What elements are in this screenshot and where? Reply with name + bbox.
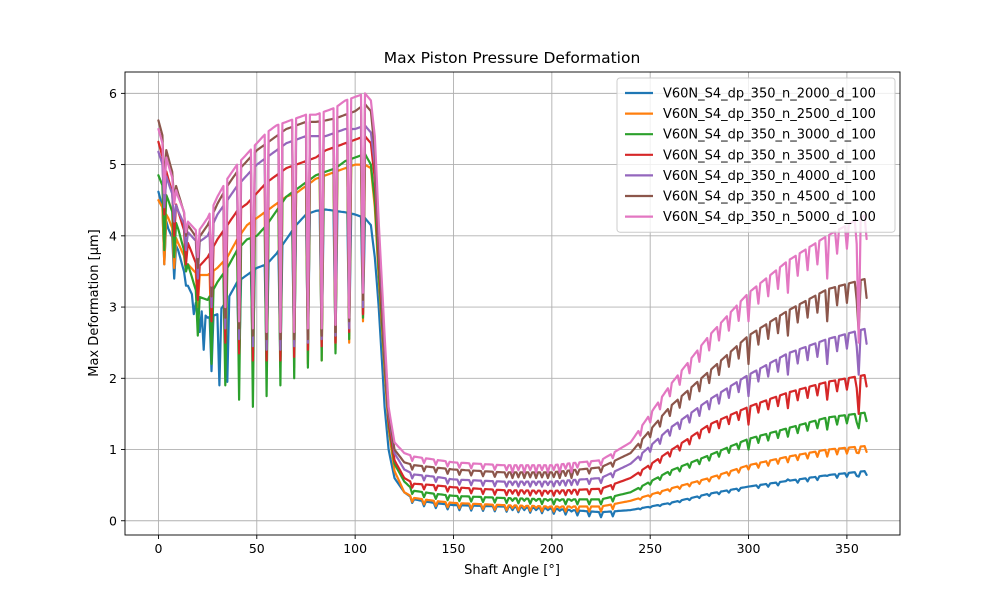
series-line-1 xyxy=(157,163,868,513)
series-line-5 xyxy=(157,103,868,480)
y-tick-label: 1 xyxy=(109,442,117,457)
x-tick-label: 200 xyxy=(540,541,564,556)
legend-label-1: V60N_S4_dp_350_n_2500_d_100 xyxy=(663,107,876,122)
chart-title: Max Piston Pressure Deformation xyxy=(384,49,641,67)
series-line-6 xyxy=(157,92,868,474)
plot-frame xyxy=(124,71,901,536)
series-line-2 xyxy=(157,152,868,506)
x-tick-label: 350 xyxy=(835,541,859,556)
series-line-4 xyxy=(157,124,868,488)
legend-label-6: V60N_S4_dp_350_n_5000_d_100 xyxy=(663,210,876,225)
y-tick-label: 3 xyxy=(109,300,117,315)
x-tick-label: 150 xyxy=(442,541,466,556)
legend-label-4: V60N_S4_dp_350_n_4000_d_100 xyxy=(663,169,876,184)
x-tick-label: 300 xyxy=(737,541,761,556)
x-axis-label: Shaft Angle [°] xyxy=(464,563,560,578)
series-line-3 xyxy=(157,135,868,497)
x-tick-label: 50 xyxy=(249,541,265,556)
legend-box xyxy=(616,77,896,233)
x-tick-label: 250 xyxy=(638,541,662,556)
y-axis-label: Max Deformation [µm] xyxy=(87,229,102,376)
y-tick-label: 2 xyxy=(109,371,117,386)
legend-label-2: V60N_S4_dp_350_n_3000_d_100 xyxy=(663,128,876,143)
y-tick-label: 0 xyxy=(109,513,117,528)
x-tick-label: 0 xyxy=(154,541,162,556)
axis-ticks: 0 50 100 150 200 250 300 350 0 1 2 3 4 5 6 xyxy=(109,86,859,556)
y-tick-label: 6 xyxy=(109,86,117,101)
y-tick-label: 4 xyxy=(109,228,117,243)
series-line-0 xyxy=(157,190,868,519)
legend-label-0: V60N_S4_dp_350_n_2000_d_100 xyxy=(663,87,876,102)
legend-label-3: V60N_S4_dp_350_n_3500_d_100 xyxy=(663,148,876,163)
x-tick-label: 100 xyxy=(343,541,367,556)
y-tick-label: 5 xyxy=(109,157,117,172)
legend: V60N_S4_dp_350_n_2000_d_100 V60N_S4_dp_35… xyxy=(616,77,896,233)
legend-label-5: V60N_S4_dp_350_n_4500_d_100 xyxy=(663,190,876,205)
series-group xyxy=(157,92,868,519)
